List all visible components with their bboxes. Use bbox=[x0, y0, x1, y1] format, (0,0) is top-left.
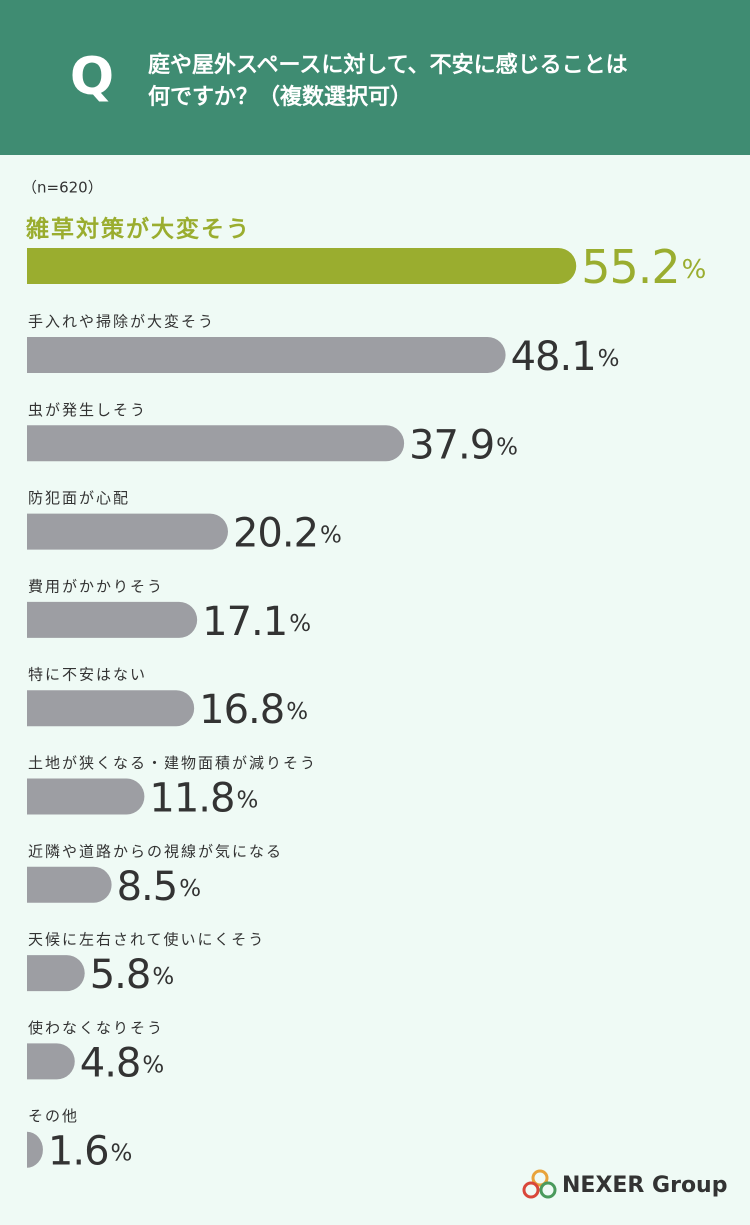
category-label: その他 bbox=[28, 1107, 79, 1125]
bar bbox=[27, 1043, 75, 1080]
bar bbox=[27, 1131, 43, 1168]
sample-size: （n=620） bbox=[22, 179, 103, 197]
title-line: 庭や屋外スペースに対して、不安に感じることは bbox=[148, 52, 628, 78]
logo-ring bbox=[539, 1181, 557, 1199]
value-unit: % bbox=[236, 787, 258, 813]
value-label: 55.2% bbox=[581, 240, 706, 294]
category-label: 防犯面が心配 bbox=[28, 489, 130, 507]
bar bbox=[27, 601, 198, 638]
bar bbox=[27, 866, 112, 903]
value-label: 4.8% bbox=[80, 1040, 164, 1086]
value-label: 17.1% bbox=[202, 599, 311, 645]
value-label: 48.1% bbox=[511, 334, 620, 380]
bar bbox=[27, 248, 577, 284]
value-unit: % bbox=[142, 1052, 164, 1078]
value-unit: % bbox=[111, 1140, 133, 1166]
value-number: 8.5 bbox=[117, 864, 178, 910]
value-label: 37.9% bbox=[409, 422, 518, 468]
value-unit: % bbox=[598, 346, 620, 372]
value-number: 20.2 bbox=[233, 511, 318, 557]
logo-ring bbox=[531, 1169, 549, 1187]
value-unit: % bbox=[179, 875, 201, 901]
value-number: 37.9 bbox=[409, 422, 494, 468]
value-number: 11.8 bbox=[149, 776, 234, 822]
category-label: 雑草対策が大変そう bbox=[25, 216, 251, 243]
category-label: 近隣や道路からの視線が気になる bbox=[28, 842, 283, 860]
value-number: 48.1 bbox=[511, 334, 596, 380]
value-label: 8.5% bbox=[117, 864, 201, 910]
value-number: 5.8 bbox=[90, 952, 151, 998]
value-label: 20.2% bbox=[233, 511, 342, 557]
bar bbox=[27, 425, 405, 462]
header bbox=[0, 0, 750, 155]
value-unit: % bbox=[289, 610, 311, 636]
logo: NEXER Group bbox=[522, 1169, 727, 1199]
value-label: 1.6% bbox=[48, 1129, 132, 1175]
category-label: 使わなくなりそう bbox=[28, 1019, 164, 1037]
value-number: 1.6 bbox=[48, 1129, 109, 1175]
value-unit: % bbox=[496, 434, 518, 460]
category-label: 虫が発生しそう bbox=[28, 401, 147, 419]
logo-text: NEXER Group bbox=[562, 1173, 727, 1198]
value-unit: % bbox=[286, 699, 308, 725]
value-label: 11.8% bbox=[149, 776, 258, 822]
value-number: 4.8 bbox=[80, 1040, 141, 1086]
value-number: 17.1 bbox=[202, 599, 287, 645]
value-label: 16.8% bbox=[199, 687, 308, 733]
title-line: 何ですか？（複数選択可） bbox=[148, 84, 412, 110]
bar bbox=[27, 778, 145, 815]
category-label: 土地が狭くなる・建物面積が減りそう bbox=[28, 754, 317, 772]
value-number: 16.8 bbox=[199, 687, 284, 733]
category-label: 費用がかかりそう bbox=[28, 577, 164, 595]
category-label: 特に不安はない bbox=[28, 666, 147, 684]
bar bbox=[27, 513, 228, 550]
value-unit: % bbox=[682, 255, 707, 285]
q-badge: Q bbox=[70, 47, 114, 107]
category-label: 天候に左右されて使いにくそう bbox=[28, 931, 265, 949]
value-label: 5.8% bbox=[90, 952, 174, 998]
value-unit: % bbox=[320, 522, 342, 548]
value-unit: % bbox=[152, 964, 174, 990]
bar bbox=[27, 337, 506, 373]
bar bbox=[27, 955, 85, 992]
logo-ring bbox=[522, 1181, 540, 1199]
value-number: 55.2 bbox=[581, 240, 679, 294]
bars: 雑草対策が大変そう 55.2% 手入れや掃除が大変そう 48.1% 虫が発生しそう 37.… bbox=[25, 216, 706, 1175]
category-label: 手入れや掃除が大変そう bbox=[28, 313, 215, 331]
bar bbox=[27, 690, 195, 727]
